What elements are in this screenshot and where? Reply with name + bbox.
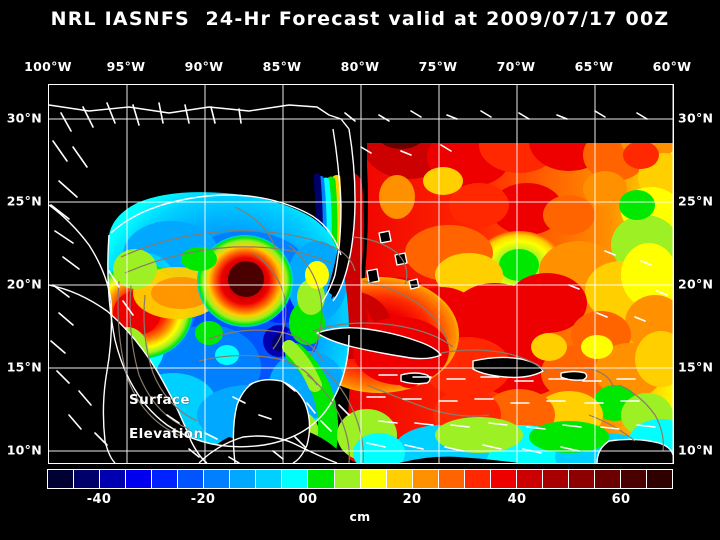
lon-tick-label: 65°W <box>574 59 614 74</box>
colorbar-swatch <box>230 470 257 488</box>
lat-tick-label: 20°N <box>6 276 42 292</box>
lon-tick-label: 75°W <box>418 59 458 74</box>
colorbar-swatch <box>178 470 205 488</box>
colorbar-swatch <box>412 470 439 488</box>
colorbar-tick: 40 <box>507 492 527 507</box>
lon-tick-label: 60°W <box>652 59 692 74</box>
colorbar-swatch <box>334 470 361 488</box>
map-gridlines <box>49 85 673 463</box>
lon-tick-label: 80°W <box>340 59 380 74</box>
colorbar-swatch <box>204 470 231 488</box>
lat-tick-label: 25°N <box>678 193 714 209</box>
colorbar-tick: -40 <box>86 492 112 507</box>
colorbar-swatch <box>568 470 595 488</box>
colorbar-swatch <box>74 470 101 488</box>
lat-tick-label: 15°N <box>6 359 42 375</box>
colorbar-swatch <box>516 470 543 488</box>
longitude-axis: 100°W 95°W 90°W 85°W 80°W 75°W 70°W 65°W… <box>0 59 720 77</box>
lon-tick-label: 100°W <box>24 59 72 74</box>
page-title: NRL IASNFS 24-Hr Forecast valid at 2009/… <box>50 8 670 30</box>
lat-tick-label: 15°N <box>678 359 714 375</box>
colorbar-swatch <box>490 470 517 488</box>
colorbar-swatch <box>542 470 569 488</box>
colorbar-swatch <box>360 470 387 488</box>
colorbar-swatch <box>386 470 413 488</box>
colorbar-tick: 60 <box>611 492 631 507</box>
variable-label-line2: Elevation <box>129 426 204 442</box>
colorbar-swatch <box>308 470 335 488</box>
lat-tick-label: 30°N <box>678 110 714 126</box>
colorbar-swatch <box>100 470 127 488</box>
lat-tick-label: 25°N <box>6 193 42 209</box>
sea-surface-elevation-field <box>49 85 673 463</box>
lon-tick-label: 70°W <box>496 59 536 74</box>
lat-tick-label: 20°N <box>678 276 714 292</box>
variable-label-line1: Surface <box>129 392 190 408</box>
colorbar-swatch <box>48 470 75 488</box>
colorbar-swatch <box>438 470 465 488</box>
colorbar-tick: 00 <box>298 492 318 507</box>
lat-tick-label: 30°N <box>6 110 42 126</box>
colorbar-swatch <box>126 470 153 488</box>
colorbar-swatch <box>594 470 622 488</box>
map-plot-area[interactable]: Surface Elevation <box>48 84 674 464</box>
colorbar-swatch <box>152 470 179 488</box>
lon-tick-label: 85°W <box>262 59 302 74</box>
lat-tick-label: 10°N <box>678 442 714 458</box>
colorbar-swatch <box>256 470 283 488</box>
colorbar-swatch <box>464 470 491 488</box>
colorbar-unit-label: cm <box>349 509 371 524</box>
colorbar-swatch <box>282 470 309 488</box>
colorbar-tick-labels: -40 -20 00 20 40 60 <box>0 492 720 508</box>
colorbar-swatch <box>621 470 648 488</box>
colorbar-tick: -20 <box>190 492 216 507</box>
lon-tick-label: 95°W <box>106 59 146 74</box>
colorbar-tick: 20 <box>402 492 422 507</box>
colorbar-swatch <box>647 470 673 488</box>
lon-tick-label: 90°W <box>184 59 224 74</box>
colorbar[interactable] <box>47 469 673 489</box>
lat-tick-label: 10°N <box>6 442 42 458</box>
